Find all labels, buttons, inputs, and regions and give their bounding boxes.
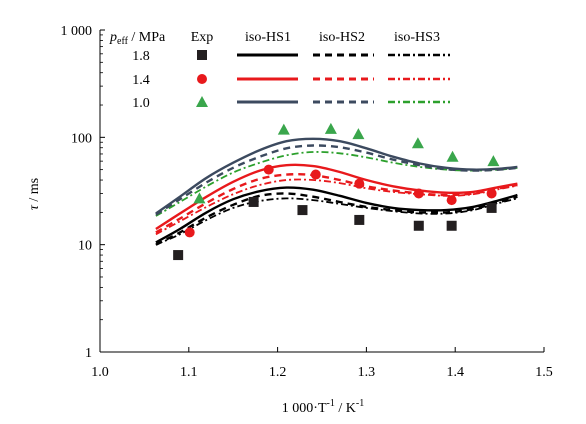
exp-point-1-8	[173, 250, 184, 261]
exp-point-1-8	[486, 202, 497, 213]
curve-hs3-1-4	[155, 178, 518, 236]
exp-point-1-0	[277, 123, 290, 135]
exp-point-1-0	[487, 155, 500, 167]
curve-hs3-1-8	[155, 197, 518, 246]
x-tick-label: 1.5	[535, 365, 553, 380]
model-curves	[155, 137, 518, 246]
legend-marker-1-0	[196, 96, 208, 107]
legend-label-1-4: 1.4	[132, 73, 150, 88]
x-tick-label: 1.4	[446, 365, 464, 380]
exp-point-1-8	[413, 220, 424, 231]
curve-hs1-1-4	[155, 163, 518, 231]
exp-point-1-8	[354, 214, 365, 225]
exp-point-1-4	[446, 195, 457, 206]
curve-hs1-1-8	[155, 186, 518, 244]
exp-point-1-0	[411, 137, 424, 149]
curve-hs2-1-4	[155, 173, 518, 234]
exp-point-1-4	[413, 188, 424, 199]
exp-point-1-0	[352, 128, 365, 140]
exp-point-1-4	[486, 188, 497, 199]
x-tick-label: 1.2	[269, 365, 287, 380]
exp-point-1-4	[310, 169, 321, 180]
y-tick-label: 1 000	[61, 24, 93, 39]
x-tick-label: 1.1	[180, 365, 198, 380]
exp-point-1-4	[184, 227, 195, 238]
exp-point-1-8	[248, 196, 259, 207]
exp-point-1-4	[354, 178, 365, 189]
exp-point-1-8	[297, 205, 308, 216]
curve-hs1-1-0	[155, 137, 518, 215]
exp-points	[173, 122, 500, 261]
legend-col-hs3: iso-HS3	[394, 30, 440, 45]
y-tick-label: 1	[85, 346, 92, 361]
exp-point-1-0	[193, 192, 206, 204]
x-tick-label: 1.0	[91, 365, 109, 380]
y-tick-label: 10	[78, 239, 92, 254]
y-axis-title: τ / ms	[27, 178, 42, 210]
curve-hs2-1-8	[155, 192, 518, 246]
legend-label-1-8: 1.8	[132, 49, 150, 64]
exp-point-1-0	[324, 122, 337, 134]
legend-header: peff / MPa	[109, 30, 166, 47]
exp-point-1-8	[446, 220, 457, 231]
legend-marker-1-8	[197, 50, 207, 60]
x-axis-title: 1 000·T-1 / K-1	[282, 398, 364, 416]
legend: peff / MPa Exp iso-HS1 iso-HS2 iso-HS3 1.8 1.4…	[109, 30, 450, 111]
x-tick-label: 1.3	[358, 365, 376, 380]
exp-point-1-0	[446, 150, 459, 162]
legend-col-hs2: iso-HS2	[319, 30, 365, 45]
legend-col-exp: Exp	[191, 30, 214, 45]
legend-label-1-0: 1.0	[132, 96, 150, 111]
legend-marker-1-4	[197, 74, 207, 84]
curve-hs3-1-0	[155, 151, 518, 217]
axes: 1.0 1.1 1.2 1.3 1.4 1.5 1 10 100 1 000	[61, 24, 553, 380]
legend-col-hs1: iso-HS1	[245, 30, 291, 45]
exp-point-1-4	[263, 164, 274, 175]
y-tick-label: 100	[71, 131, 92, 146]
